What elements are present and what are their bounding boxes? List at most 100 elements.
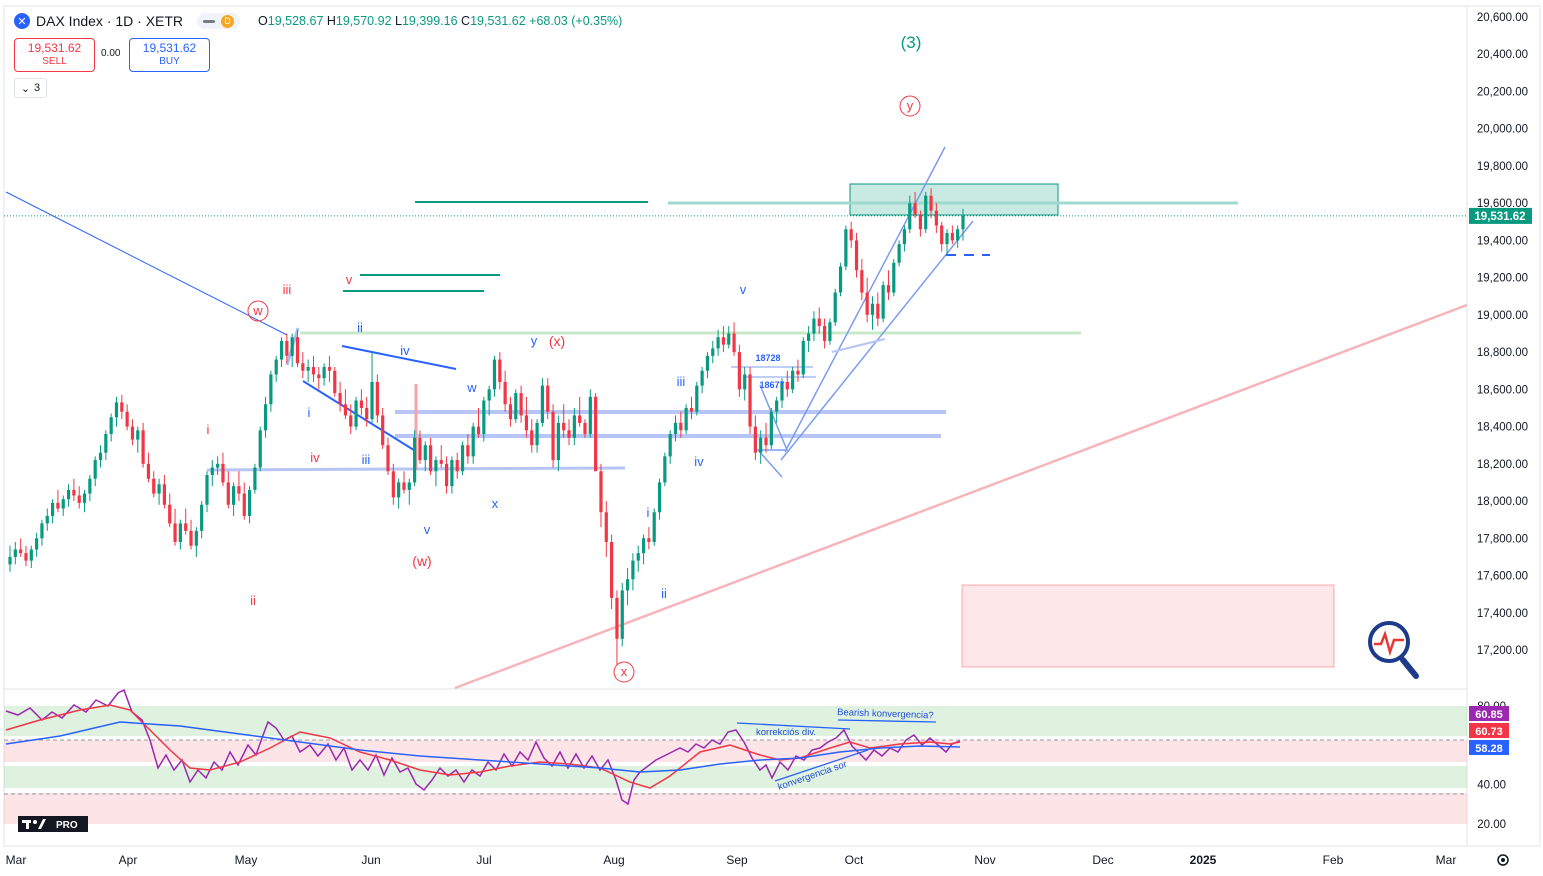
candle[interactable] [578, 396, 582, 427]
symbol-title[interactable]: DAX Index · 1D · XETR [36, 13, 184, 29]
candle[interactable] [205, 471, 209, 513]
candle[interactable] [780, 378, 784, 408]
candle[interactable] [599, 463, 603, 528]
candle[interactable] [913, 192, 917, 219]
candle[interactable] [865, 277, 869, 323]
time-axis[interactable]: Mar Apr May Jun Jul Aug Sep Oct Nov Dec 2025 Feb Mar [6, 853, 1457, 867]
candle[interactable] [945, 229, 949, 256]
candle[interactable] [428, 437, 433, 475]
candle[interactable] [279, 337, 284, 368]
candle[interactable] [764, 422, 768, 453]
candle[interactable] [327, 355, 332, 382]
candle[interactable] [647, 527, 651, 550]
candle[interactable] [689, 396, 694, 420]
candle[interactable] [908, 195, 912, 233]
candle[interactable] [226, 471, 230, 509]
candle[interactable] [854, 232, 859, 278]
candle[interactable] [476, 407, 481, 438]
candle[interactable] [940, 221, 944, 252]
candle[interactable] [93, 456, 97, 487]
candle[interactable] [322, 363, 326, 386]
candle[interactable] [61, 495, 65, 516]
candle[interactable] [418, 430, 422, 464]
candle[interactable] [860, 259, 864, 300]
candle[interactable] [19, 538, 23, 557]
candle[interactable] [242, 482, 246, 520]
candle[interactable] [114, 396, 119, 427]
candle[interactable] [929, 188, 933, 219]
candle[interactable] [716, 329, 720, 356]
candle[interactable] [162, 474, 166, 509]
candle[interactable] [184, 508, 188, 535]
candle[interactable] [886, 270, 891, 300]
candle[interactable] [157, 478, 161, 505]
candle[interactable] [615, 590, 619, 665]
candle[interactable] [828, 318, 832, 345]
candle[interactable] [375, 374, 379, 423]
candle[interactable] [535, 419, 539, 453]
small-trendline[interactable] [831, 338, 886, 353]
candle[interactable] [934, 203, 938, 233]
candle[interactable] [460, 441, 465, 475]
candle[interactable] [594, 393, 598, 472]
sell-button[interactable]: 19,531.62 SELL [14, 38, 95, 72]
candle[interactable] [700, 367, 704, 394]
candle[interactable] [732, 322, 736, 356]
candle[interactable] [817, 307, 821, 334]
candle[interactable] [381, 407, 385, 449]
correction-triangle[interactable] [756, 384, 789, 478]
candle[interactable] [258, 426, 262, 472]
convergence-line[interactable] [774, 749, 869, 782]
candle[interactable] [274, 355, 278, 382]
candle[interactable] [769, 407, 773, 449]
candle[interactable] [844, 225, 848, 271]
candle[interactable] [695, 381, 699, 416]
candle[interactable] [24, 545, 28, 567]
candle[interactable] [434, 456, 438, 487]
candle[interactable] [40, 519, 44, 546]
candle[interactable] [583, 419, 587, 438]
channel-upper[interactable] [784, 146, 946, 453]
candle[interactable] [711, 340, 715, 364]
candle[interactable] [849, 221, 853, 248]
candle[interactable] [812, 311, 816, 341]
candle[interactable] [822, 318, 827, 349]
candle[interactable] [200, 501, 204, 539]
candle[interactable] [168, 493, 172, 528]
candle[interactable] [306, 359, 310, 382]
candle[interactable] [705, 352, 710, 379]
candle[interactable] [247, 486, 252, 524]
candle[interactable] [530, 419, 534, 453]
candle[interactable] [796, 359, 800, 382]
indicators-collapse-button[interactable]: ⌄ 3 [14, 78, 47, 98]
candle[interactable] [572, 407, 576, 446]
candle[interactable] [349, 404, 353, 435]
candle[interactable] [546, 378, 550, 420]
candle[interactable] [391, 463, 395, 505]
candle[interactable] [423, 441, 427, 472]
candle[interactable] [785, 370, 789, 397]
candle[interactable] [876, 292, 880, 327]
candle[interactable] [450, 456, 454, 494]
candle[interactable] [216, 456, 220, 475]
candle[interactable] [801, 337, 805, 379]
candle[interactable] [285, 333, 289, 364]
divergence-line-2[interactable] [837, 719, 937, 723]
candle[interactable] [221, 452, 225, 487]
candle[interactable] [540, 378, 545, 427]
candle[interactable] [66, 484, 71, 507]
candle[interactable] [620, 582, 624, 647]
candle[interactable] [13, 542, 17, 565]
candle[interactable] [721, 326, 726, 353]
candle[interactable] [338, 381, 342, 412]
candle[interactable] [130, 419, 135, 446]
candle[interactable] [45, 508, 49, 531]
candle[interactable] [237, 471, 241, 502]
candle[interactable] [673, 415, 678, 442]
candle[interactable] [833, 288, 837, 327]
candle[interactable] [791, 367, 795, 394]
target-zone[interactable] [961, 584, 1335, 668]
rsi-pane[interactable]: Bearish konvergencia? korrekciós div. ko… [4, 688, 1467, 824]
candle[interactable] [56, 489, 60, 513]
